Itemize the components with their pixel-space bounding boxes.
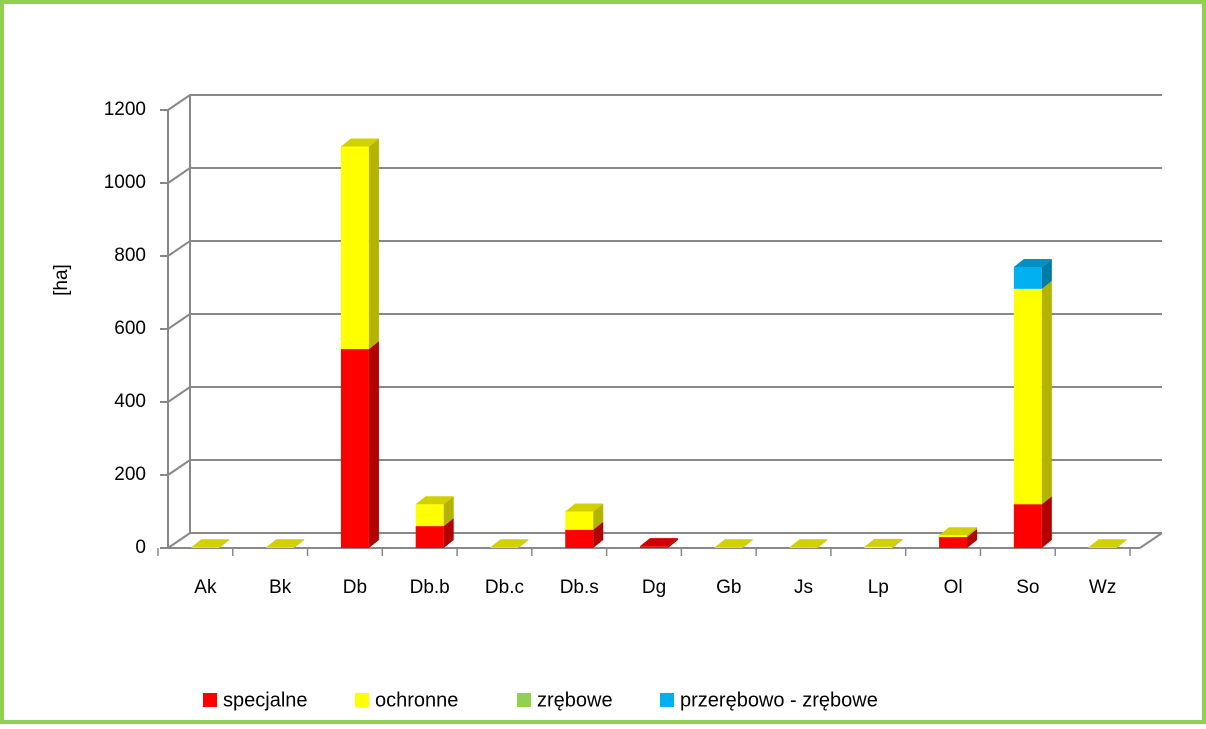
bar-side — [967, 527, 978, 538]
bar-segment — [340, 146, 369, 350]
bar-side — [742, 539, 753, 548]
y-axis-label: [ha] — [51, 264, 72, 296]
bar-segment — [266, 547, 295, 548]
bar-top — [939, 527, 978, 536]
legend-swatch — [517, 693, 531, 707]
bar-side — [593, 521, 604, 548]
bar-top — [565, 503, 604, 512]
bar-top — [714, 539, 753, 548]
bar-side — [817, 539, 828, 548]
y-tick-label: 1000 — [104, 172, 146, 193]
legend-swatch — [355, 693, 369, 707]
x-tick-label: Db.s — [560, 577, 599, 598]
grid-line — [167, 313, 1162, 330]
bar-segment — [939, 537, 968, 548]
x-tick-label: Db.b — [410, 577, 450, 598]
bar-top — [1088, 539, 1127, 548]
bar-side — [1041, 496, 1052, 548]
bar-segment — [490, 547, 519, 548]
x-tick-label: Gb — [716, 577, 741, 598]
x-tick-label: Lp — [868, 577, 889, 598]
grid-line — [167, 240, 1162, 257]
bar-segment — [864, 546, 893, 548]
grid-line — [167, 532, 1162, 549]
bar-side — [1041, 280, 1052, 505]
y-tick-label: 200 — [114, 464, 146, 485]
bar-side — [668, 538, 678, 548]
bar-side — [967, 529, 978, 548]
bar-top — [1013, 258, 1052, 267]
bar-top — [340, 138, 379, 147]
bar-side — [1041, 258, 1052, 289]
x-tick-label: Wz — [1089, 577, 1116, 598]
bar-segment — [939, 535, 968, 538]
bar-segment — [1013, 266, 1042, 289]
bar-top — [266, 539, 305, 548]
bar-side — [892, 538, 903, 548]
y-tick-label: 800 — [114, 245, 146, 266]
bar-side — [443, 518, 454, 548]
bar-segment — [565, 529, 594, 548]
bar-top — [640, 538, 678, 547]
bar-side — [368, 341, 379, 548]
bar-segment — [1013, 504, 1042, 548]
floor-edge — [1139, 532, 1163, 549]
grid-line — [167, 459, 1162, 476]
y-tick-label: 1200 — [104, 99, 146, 120]
bar-side — [368, 138, 379, 350]
y-tick-label: 400 — [114, 391, 146, 412]
bar-side — [443, 496, 454, 527]
legend-swatch — [660, 693, 674, 707]
legend-label: zrębowe — [537, 689, 613, 711]
bar-top — [490, 539, 529, 548]
bar-side — [518, 539, 529, 548]
x-tick-label: Db — [343, 577, 367, 598]
bar-segment — [1013, 288, 1042, 505]
legend-label: przerębowo - zrębowe — [680, 689, 878, 711]
bar-segment — [415, 526, 444, 548]
bar-side — [294, 539, 305, 548]
x-tick-label: Db.c — [485, 577, 524, 598]
legend-label: ochronne — [375, 689, 458, 711]
bar-segment — [415, 504, 444, 527]
grid-line — [167, 386, 1162, 403]
legend-label: specjalne — [223, 689, 308, 711]
bar-segment — [565, 511, 594, 530]
x-tick-label: Js — [794, 577, 813, 598]
bar-side — [1116, 539, 1127, 548]
bar-segment — [1088, 547, 1117, 548]
bar-top — [415, 496, 454, 505]
bar-side — [593, 503, 604, 530]
y-tick-label: 0 — [135, 537, 146, 558]
bar-top — [864, 538, 903, 547]
bar-segment — [789, 547, 818, 548]
bar-segment — [714, 547, 743, 548]
x-tick-label: Bk — [269, 577, 292, 598]
bar-top — [191, 539, 230, 548]
x-tick-label: So — [1016, 577, 1039, 598]
bar-segment — [640, 546, 668, 548]
bar-segment — [340, 349, 369, 548]
grid-line — [167, 94, 1162, 111]
legend-swatch — [203, 693, 217, 707]
y-tick-label: 600 — [114, 318, 146, 339]
x-tick-label: Ol — [944, 577, 963, 598]
bar-top — [789, 539, 828, 548]
bar-segment — [191, 547, 220, 548]
x-tick-label: Dg — [642, 577, 666, 598]
x-tick-label: Ak — [194, 577, 217, 598]
grid-line — [167, 167, 1162, 184]
bar-side — [219, 539, 230, 548]
